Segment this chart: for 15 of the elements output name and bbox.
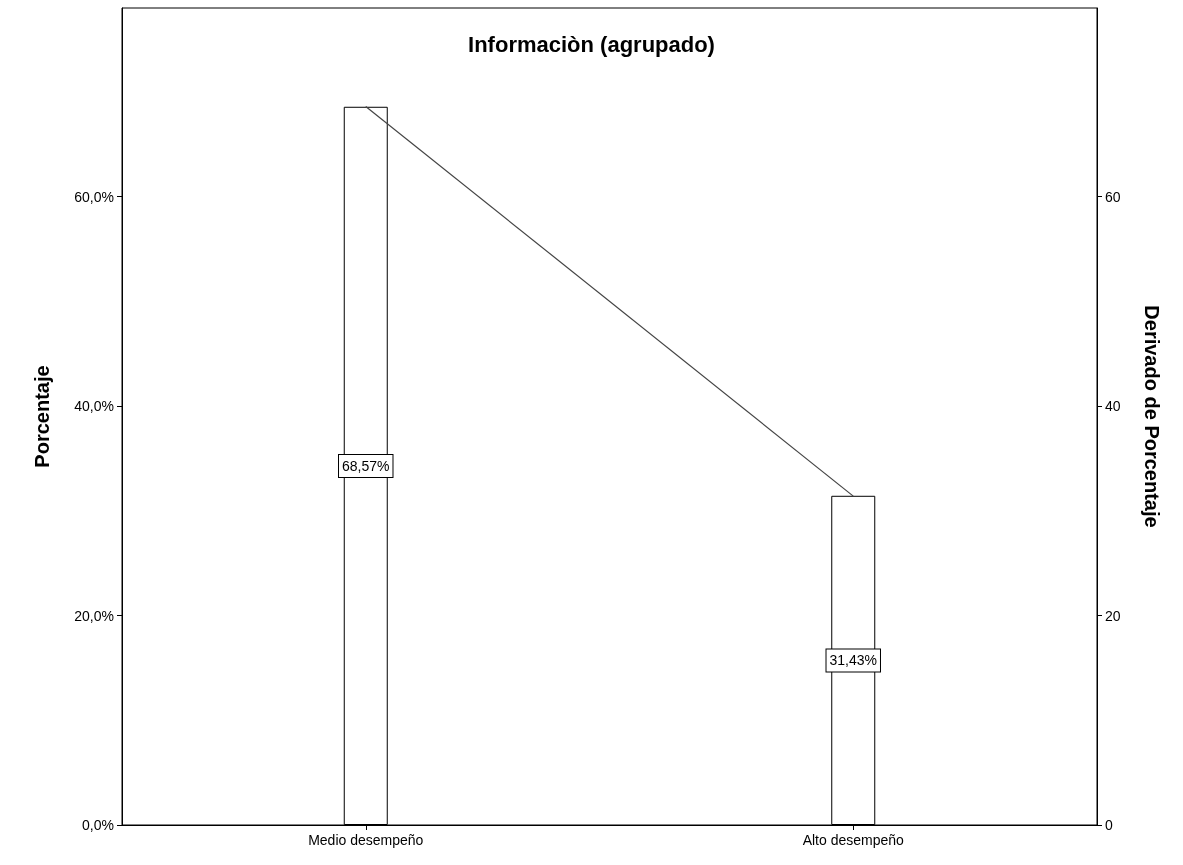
y-tick-label: 60,0% xyxy=(74,188,114,205)
y-tick-label: 40,0% xyxy=(74,398,114,415)
text: Informaciòn (agrupado) xyxy=(468,31,715,57)
y2-tick-label: 60 xyxy=(1105,188,1121,205)
data-label: 68,57% xyxy=(342,457,390,474)
y-tick-label: 0,0% xyxy=(82,817,114,833)
x-tick-label: Alto desempeño xyxy=(802,832,905,848)
y2-axis-title: Derivado de Porcentaje xyxy=(1141,305,1163,528)
y2-tick-label: 40 xyxy=(1105,398,1121,415)
y-axis-title: Porcentaje xyxy=(31,365,53,468)
y2-tick-label: 0 xyxy=(1105,817,1113,833)
x-tick-label: Medio desempeño xyxy=(308,832,424,848)
data-label: 31,43% xyxy=(829,652,877,669)
y2-tick-label: 20 xyxy=(1105,607,1121,624)
y-tick-label: 20,0% xyxy=(74,607,114,624)
